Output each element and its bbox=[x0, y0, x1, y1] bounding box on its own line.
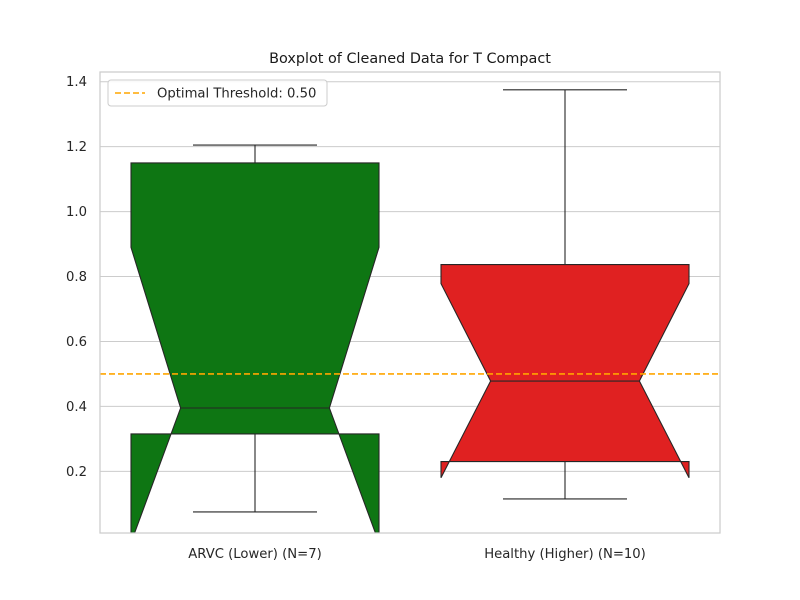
y-tick-label: 0.2 bbox=[66, 465, 87, 480]
y-tick-label: 1.2 bbox=[66, 140, 87, 155]
x-axis: ARVC (Lower) (N=7) Healthy (Higher) (N=10… bbox=[188, 547, 646, 562]
legend-box bbox=[107, 79, 328, 107]
y-tick-label: 1.4 bbox=[66, 75, 87, 90]
notched-box bbox=[440, 263, 690, 479]
y-tick-label: 1.0 bbox=[66, 205, 87, 220]
notched-box bbox=[130, 162, 380, 533]
y-tick-label: 0.8 bbox=[66, 270, 87, 285]
y-tick-label: 0.4 bbox=[66, 400, 87, 415]
y-tick-label: 0.6 bbox=[66, 335, 87, 350]
legend-threshold-label: Optimal Threshold: 0.50 bbox=[157, 87, 316, 102]
plot-frame bbox=[99, 71, 721, 534]
x-tick-label: Healthy (Higher) (N=10) bbox=[484, 547, 646, 562]
x-tick-label: ARVC (Lower) (N=7) bbox=[188, 547, 321, 562]
y-axis: 0.2 0.4 0.6 0.8 1.0 1.2 1.4 bbox=[66, 75, 87, 480]
box-2 bbox=[440, 89, 690, 500]
plot-area bbox=[130, 89, 690, 533]
chart-title: Boxplot of Cleaned Data for T Compact bbox=[269, 51, 551, 67]
box-1 bbox=[130, 144, 380, 533]
legend: Optimal Threshold: 0.50 bbox=[107, 79, 328, 107]
